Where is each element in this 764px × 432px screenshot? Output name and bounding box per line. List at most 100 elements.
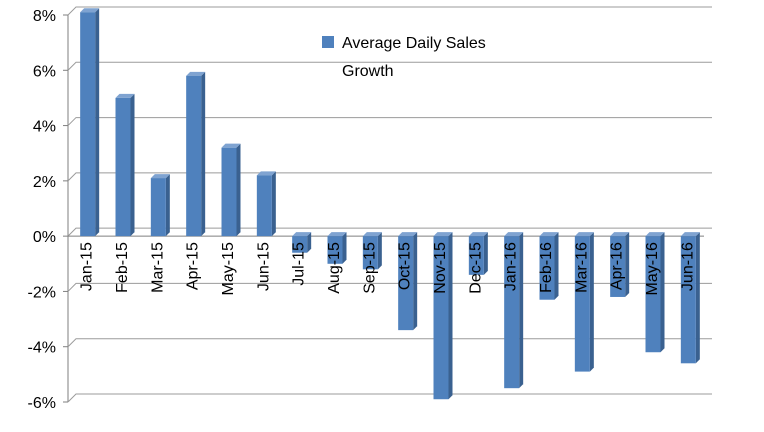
bar-side [271, 171, 276, 237]
bar-top [574, 232, 594, 237]
bar-top [504, 232, 524, 237]
bar [574, 232, 594, 372]
bar-front [468, 236, 484, 275]
bar-side [130, 93, 135, 237]
bar-front [362, 236, 378, 270]
bar-side [342, 232, 347, 264]
bar-top [327, 232, 347, 237]
bar-side [236, 143, 241, 237]
bar [398, 232, 418, 331]
x-tick-label: Dec-15 [467, 242, 484, 294]
gridline [67, 282, 712, 292]
bar-top [221, 143, 241, 148]
y-tick-label: 6% [33, 63, 56, 80]
bar-side [95, 8, 100, 237]
x-tick-label: Jan-15 [79, 242, 96, 291]
x-tick-label: Feb-15 [114, 242, 131, 293]
bar [115, 93, 135, 237]
bar [221, 143, 241, 237]
x-tick-label: Jun-16 [679, 242, 696, 291]
gridline [67, 61, 712, 71]
bar [539, 232, 559, 300]
bars [80, 8, 700, 400]
x-tick-label: Jul-15 [291, 242, 308, 286]
gridline [67, 6, 712, 16]
x-tick-label: Feb-16 [538, 242, 555, 293]
bar-side [589, 232, 594, 372]
bar-side [660, 232, 665, 353]
bar [362, 232, 382, 270]
y-tick-label: 8% [33, 8, 56, 25]
bar-top [468, 232, 488, 237]
legend: Average Daily Sales Growth [322, 35, 486, 80]
bar-top [80, 8, 100, 13]
bar-top [539, 232, 559, 237]
x-tick-label: Mar-16 [573, 242, 590, 293]
y-tick-label: 4% [33, 119, 56, 136]
bar-top [645, 232, 665, 237]
y-tick-label: 0% [33, 229, 56, 246]
bar-side [625, 232, 630, 297]
bar-side [307, 232, 312, 253]
legend-label-line-2: Growth [342, 63, 394, 80]
bar-front [574, 236, 590, 372]
bar-front [150, 178, 166, 237]
legend-label-line-1: Average Daily Sales [342, 35, 486, 52]
bar-front [610, 236, 626, 297]
x-tick-label: Mar-15 [149, 242, 166, 293]
bar-front [504, 236, 520, 389]
bar-side [483, 232, 488, 275]
x-tick-label: Jun-15 [255, 242, 272, 291]
bar [327, 232, 347, 264]
bar-front [433, 236, 449, 400]
bar-top [292, 232, 312, 237]
y-tick-label: -4% [28, 340, 56, 357]
x-tick-label: Apr-15 [185, 242, 202, 290]
gridlines [63, 6, 712, 403]
gridline [67, 393, 712, 403]
bar-front [645, 236, 661, 353]
x-tick-label: Apr-16 [609, 242, 626, 290]
bar-front [221, 147, 237, 237]
bar-top [186, 71, 206, 76]
bar [292, 232, 312, 253]
bar-top [433, 232, 453, 237]
bar [468, 232, 488, 275]
bar-front [115, 97, 131, 237]
y-axis-ticks: -6% -4% -2% 0% 2% 4% 6% 8% [28, 8, 56, 412]
bar-front [80, 12, 96, 237]
bar-top [115, 93, 135, 98]
bar-side [165, 174, 170, 237]
bar [433, 232, 453, 400]
bar [610, 232, 630, 297]
bar [256, 171, 276, 237]
y-tick-label: 2% [33, 174, 56, 191]
bar-front [327, 236, 343, 264]
bar-side [201, 71, 206, 237]
y-tick-label: -2% [28, 284, 56, 301]
bar-front [186, 75, 202, 237]
bar-top [150, 174, 170, 179]
bar-front [292, 236, 308, 253]
gridline [67, 117, 712, 126]
bar [150, 174, 170, 237]
x-tick-label: May-15 [220, 242, 237, 295]
bar-front [398, 236, 414, 331]
gridline [67, 172, 712, 182]
legend-swatch [322, 36, 334, 48]
bar-side [554, 232, 559, 300]
bar-top [362, 232, 382, 237]
y-tick-label: -6% [28, 395, 56, 412]
bar-front [539, 236, 555, 300]
bar-side [377, 232, 382, 270]
x-tick-label: Nov-15 [432, 242, 449, 294]
bar [680, 232, 700, 364]
bar-side [695, 232, 700, 364]
x-tick-label: Jan-16 [503, 242, 520, 291]
bar-top [680, 232, 700, 237]
bar [504, 232, 524, 389]
bar-top [256, 171, 276, 176]
gridline [67, 338, 712, 348]
